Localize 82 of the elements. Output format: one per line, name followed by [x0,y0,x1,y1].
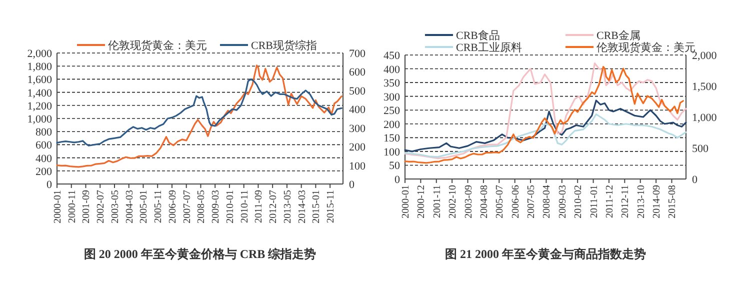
y2-tick-label: 300 [349,122,366,135]
y2-tick-label: 400 [349,104,366,116]
x-tick-label: 2010-11 [239,190,250,223]
x-tick-label: 2005-01 [138,190,150,224]
line-series [404,100,687,152]
y-tick-label: 200 [384,118,400,131]
x-tick-label: 2005-07 [494,185,506,218]
y-tick-label: 400 [36,152,52,165]
x-tick-label: 2000-01 [52,190,64,224]
x-tick-label: 2006-09 [167,190,178,224]
y-tick-label: 400 [384,64,400,76]
x-tick-label: 2012-11 [620,185,632,218]
text: 图 21 2000 年至今黄金与商品指数走势 [445,247,646,261]
x-tick-label: 2007-05 [526,185,538,218]
x-tick-label: 2010-02 [573,185,584,218]
y2-tick-label: 500 [692,143,709,155]
x-tick-label: 2007-07 [182,190,193,224]
x-tick-label: 2006-06 [510,185,522,218]
legend-label: CRB金属 [596,30,641,42]
legend-label: CRB食品 [456,30,500,42]
y-tick-label: 450 [384,50,400,62]
x-tick-label: 2013-10 [636,185,647,218]
x-tick-label: 2015-01 [311,190,322,224]
x-tick-label: 2001-09 [81,190,92,224]
x-tick-label: 2012-07 [268,190,280,224]
x-tick-label: 2009-03 [210,190,222,224]
x-tick-label: 2014-09 [652,185,663,218]
y-tick-label: 150 [384,132,400,145]
y2-tick-label: 200 [349,142,366,154]
x-tick-label: 2000-01 [400,185,412,218]
x-tick-label: 2002-10 [448,185,459,218]
y-tick-label: 1,200 [27,100,52,112]
legend-label: 伦敦现货黄金：美元 [108,39,207,52]
y-tick-label: 1,400 [27,87,52,100]
y-tick-label: 250 [384,105,400,118]
line-series [56,78,342,146]
x-tick-label: 2008-04 [542,185,553,218]
y-tick-label: 100 [384,146,400,158]
x-tick-label: 2004-08 [478,185,490,218]
x-tick-label: 2002-07 [96,190,107,224]
y2-tick-label: 0 [692,174,698,186]
x-tick-label: 2005-11 [153,190,164,223]
y-tick-label: 2,000 [27,48,52,60]
x-tick-label: 2001-11 [432,185,443,218]
y2-tick-label: 0 [349,179,355,191]
text: 图 20 2000 年至今黄金价格与 CRB 综指走势 [84,247,316,261]
x-tick-label: 2011-09 [254,190,265,223]
y-tick-label: 1,800 [27,61,52,74]
x-tick-label: 2015-11 [326,190,337,223]
x-tick-label: 2003-09 [463,185,474,218]
x-tick-label: 2008-05 [196,190,208,224]
y2-tick-label: 100 [349,160,366,172]
y2-tick-label: 1,500 [692,81,718,93]
x-tick-label: 2013-05 [282,190,294,224]
y2-tick-label: 1,000 [692,112,718,124]
y-tick-label: 0 [46,179,52,191]
legend-label: CRB工业原料 [456,41,522,54]
x-tick-label: 2003-05 [110,190,121,224]
x-tick-label: 2011-01 [588,185,600,218]
x-tick-label: 2015-08 [667,185,678,218]
y-tick-label: 600 [36,140,52,152]
x-tick-label: 2000-12 [416,185,428,218]
line-series [56,64,342,168]
y-tick-label: 200 [36,166,52,178]
x-tick-label: 2011-12 [604,185,616,218]
x-tick-label: 2009-03 [557,185,568,218]
y2-tick-label: 600 [349,66,366,79]
x-tick-label: 2014-03 [296,190,308,224]
y-tick-label: 50 [389,160,400,172]
y-tick-label: 1,000 [27,114,52,126]
line-series [404,113,687,158]
y-tick-label: 800 [36,126,52,139]
legend-label: CRB现货综指 [251,39,318,52]
x-tick-label: 2010-01 [224,190,236,224]
y-tick-label: 1,600 [27,74,52,86]
x-tick-label: 2004-03 [124,190,136,224]
x-tick-label: 2000-11 [66,190,78,223]
y-tick-label: 300 [384,91,400,104]
y-tick-label: 0 [394,174,400,186]
y2-tick-label: 700 [349,48,366,60]
y-tick-label: 350 [384,78,400,90]
y2-tick-label: 500 [349,85,366,98]
